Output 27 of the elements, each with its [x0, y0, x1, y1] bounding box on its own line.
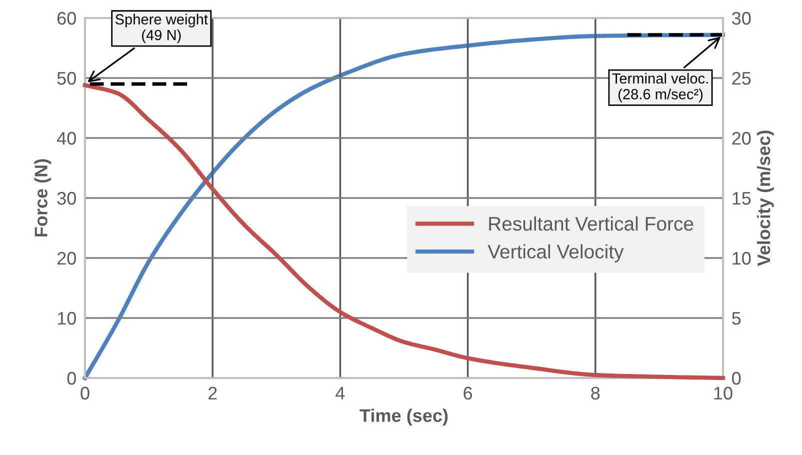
y-axis-title: Force (N)	[34, 159, 52, 236]
x-tick-label: 6	[464, 386, 472, 400]
y2-tick-label: 30	[732, 12, 751, 25]
y2-tick-label: 10	[732, 252, 751, 265]
x-tick-label: 10	[714, 386, 732, 400]
annotation: Sphere weight (49 N)	[115, 14, 208, 44]
y2-tick-label: 0	[732, 372, 741, 385]
y-tick-label: 60	[58, 12, 76, 25]
x-tick-label: 4	[336, 386, 345, 400]
y-tick-label: 30	[57, 192, 76, 205]
y2-axis-title: Velocity (m/sec)	[756, 130, 774, 266]
legend-label: Resultant Vertical Force	[489, 216, 694, 231]
y-tick-label: 40	[57, 132, 76, 145]
y2-tick-label: 15	[732, 192, 751, 205]
y-tick-label: 50	[57, 72, 76, 85]
x-tick-label: 2	[208, 386, 217, 400]
y2-tick-label: 25	[732, 72, 751, 85]
x-axis-title: Time (sec)	[360, 408, 448, 426]
legend-label: Vertical Velocity	[488, 244, 624, 262]
x-tick-label: 0	[80, 386, 90, 400]
annotation: Terminal veloc. (28.6 m/sec²)	[612, 72, 708, 102]
y-tick-label: 10	[58, 312, 76, 325]
x-tick-label: 8	[591, 386, 600, 400]
y2-tick-label: 20	[732, 132, 751, 145]
y-tick-label: 0	[67, 372, 76, 385]
y2-tick-label: 5	[732, 312, 741, 325]
y-tick-label: 20	[57, 252, 76, 265]
